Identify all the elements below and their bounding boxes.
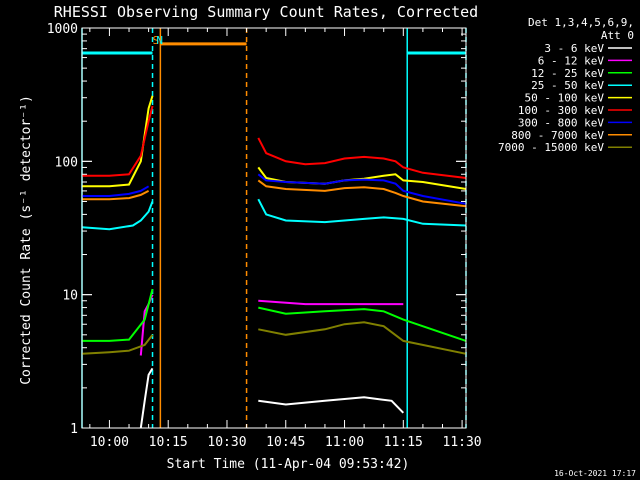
- series-line-3-0: [81, 201, 154, 231]
- series-line-3-1: [257, 198, 467, 227]
- series-line-2-0: [82, 288, 154, 342]
- x-tick-label-5: 11:15: [384, 435, 423, 450]
- footer-timestamp: 16-Oct-2021 17:17: [554, 469, 636, 478]
- x-tick-label-3: 10:45: [266, 435, 305, 450]
- series-line-7-1: [257, 179, 467, 208]
- legend-entry-label-7: 800 - 7000 keV: [511, 129, 604, 142]
- series-line-4-0: [82, 95, 154, 188]
- x-axis: 10:00 10:15 10:30 10:45 11:00 11:15 11:30: [89, 28, 482, 450]
- x-axis-label: Start Time (11-Apr-04 09:53:42): [167, 457, 410, 472]
- x-tick-label-0: 10:00: [90, 435, 129, 450]
- series-line-7-0: [82, 190, 150, 201]
- legend-entry-label-5: 100 - 300 keV: [518, 104, 604, 117]
- y-axis-label: Corrected Count Rate (s⁻¹ detector⁻¹): [19, 95, 34, 385]
- legend-entry-label-8: 7000 - 15000 keV: [498, 141, 604, 154]
- series-line-0-1: [258, 396, 405, 414]
- y-tick-label-2: 100: [55, 155, 78, 170]
- series-line-2-1: [258, 306, 467, 342]
- series-line-6-0: [82, 185, 150, 197]
- series-line-8-0: [81, 334, 154, 355]
- y-tick-label-1: 10: [62, 289, 78, 304]
- series-line-5-1: [257, 137, 467, 179]
- y-axis: 1 10 100 1000: [47, 22, 466, 437]
- series-line-8-1: [258, 321, 467, 355]
- series-line-4-1: [257, 166, 467, 190]
- legend-entry-label-6: 300 - 800 keV: [518, 116, 604, 129]
- legend-entry-label-4: 50 - 100 keV: [525, 92, 605, 105]
- series-line-0-0: [139, 367, 154, 429]
- x-tick-label-2: 10:30: [207, 435, 246, 450]
- legend-header-detectors: Det 1,3,4,5,6,9,: [528, 16, 634, 29]
- annotation-1: N: [156, 34, 163, 47]
- legend-entry-label-1: 6 - 12 keV: [538, 54, 605, 67]
- x-tick-label-6: 11:30: [443, 435, 482, 450]
- x-tick-label-4: 11:00: [325, 435, 364, 450]
- series-line-5-0: [82, 105, 154, 177]
- legend-entry-label-0: 3 - 6 keV: [544, 42, 604, 55]
- plot-frame: [81, 27, 467, 429]
- legend-header-attenuator: Att 0: [601, 29, 634, 42]
- series-line-1-1: [258, 299, 404, 306]
- chart-title: RHESSI Observing Summary Count Rates, Co…: [54, 3, 478, 21]
- series-line-6-1: [257, 173, 467, 205]
- legend-entry-label-3: 25 - 50 keV: [531, 79, 604, 92]
- annotation-0: S: [152, 34, 159, 47]
- legend-entry-label-2: 12 - 25 keV: [531, 67, 604, 80]
- y-tick-label-0: 1: [70, 422, 78, 437]
- x-tick-label-1: 10:15: [149, 435, 188, 450]
- y-tick-label-3: 1000: [47, 22, 78, 37]
- plot-area: SN: [81, 27, 467, 429]
